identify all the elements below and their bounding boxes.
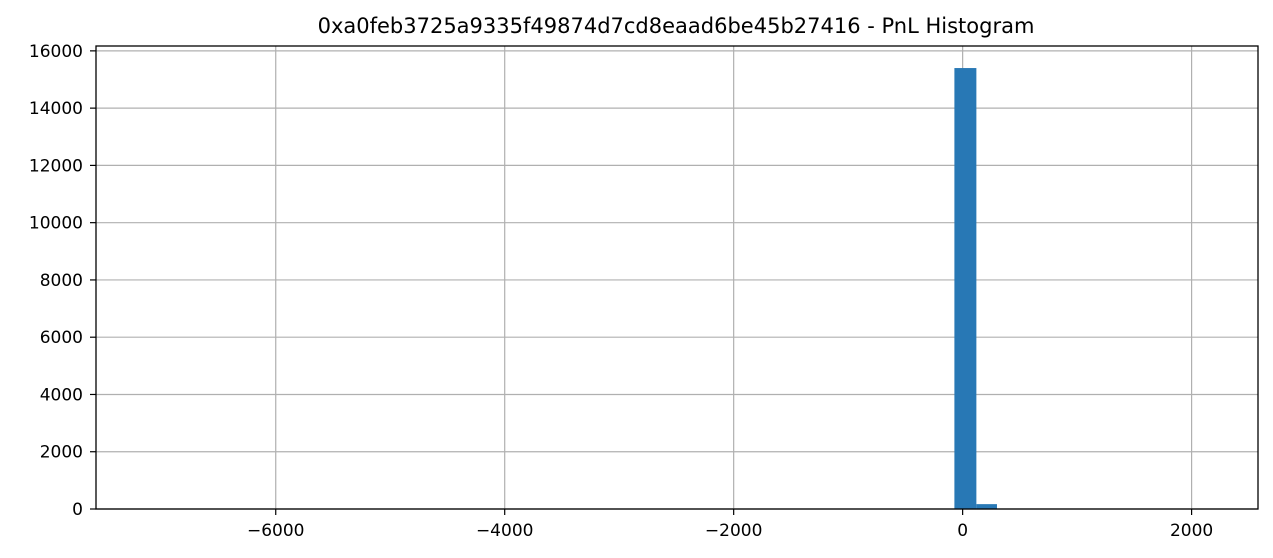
plot-frame: [95, 45, 1259, 510]
x-tick-label-4: 2000: [1170, 521, 1213, 541]
axis-ticks: −6000 −4000 −2000 0 2000 0 2000 4000 6000 8000 100…: [29, 42, 1213, 541]
x-tick-label-0: −6000: [247, 521, 305, 541]
y-tick-label-4: 8000: [40, 271, 83, 291]
histogram-bar-1: [976, 504, 997, 509]
histogram-bar-0: [954, 68, 977, 510]
x-tick-label-3: 0: [957, 521, 968, 541]
y-tick-label-2: 4000: [40, 385, 83, 405]
grid: [96, 46, 1258, 510]
y-tick-label-6: 12000: [29, 156, 83, 176]
y-tick-label-1: 2000: [40, 443, 83, 463]
histogram-bars: [954, 68, 997, 510]
y-tick-label-0: 0: [72, 500, 83, 520]
y-tick-label-5: 10000: [29, 214, 83, 234]
y-tick-label-3: 6000: [40, 328, 83, 348]
x-tick-label-2: −2000: [705, 521, 763, 541]
x-tick-label-1: −4000: [476, 521, 534, 541]
chart-title: 0xa0feb3725a9335f49874d7cd8eaad6be45b274…: [318, 14, 1035, 38]
y-tick-label-7: 14000: [29, 99, 83, 119]
y-tick-label-8: 16000: [29, 42, 83, 62]
